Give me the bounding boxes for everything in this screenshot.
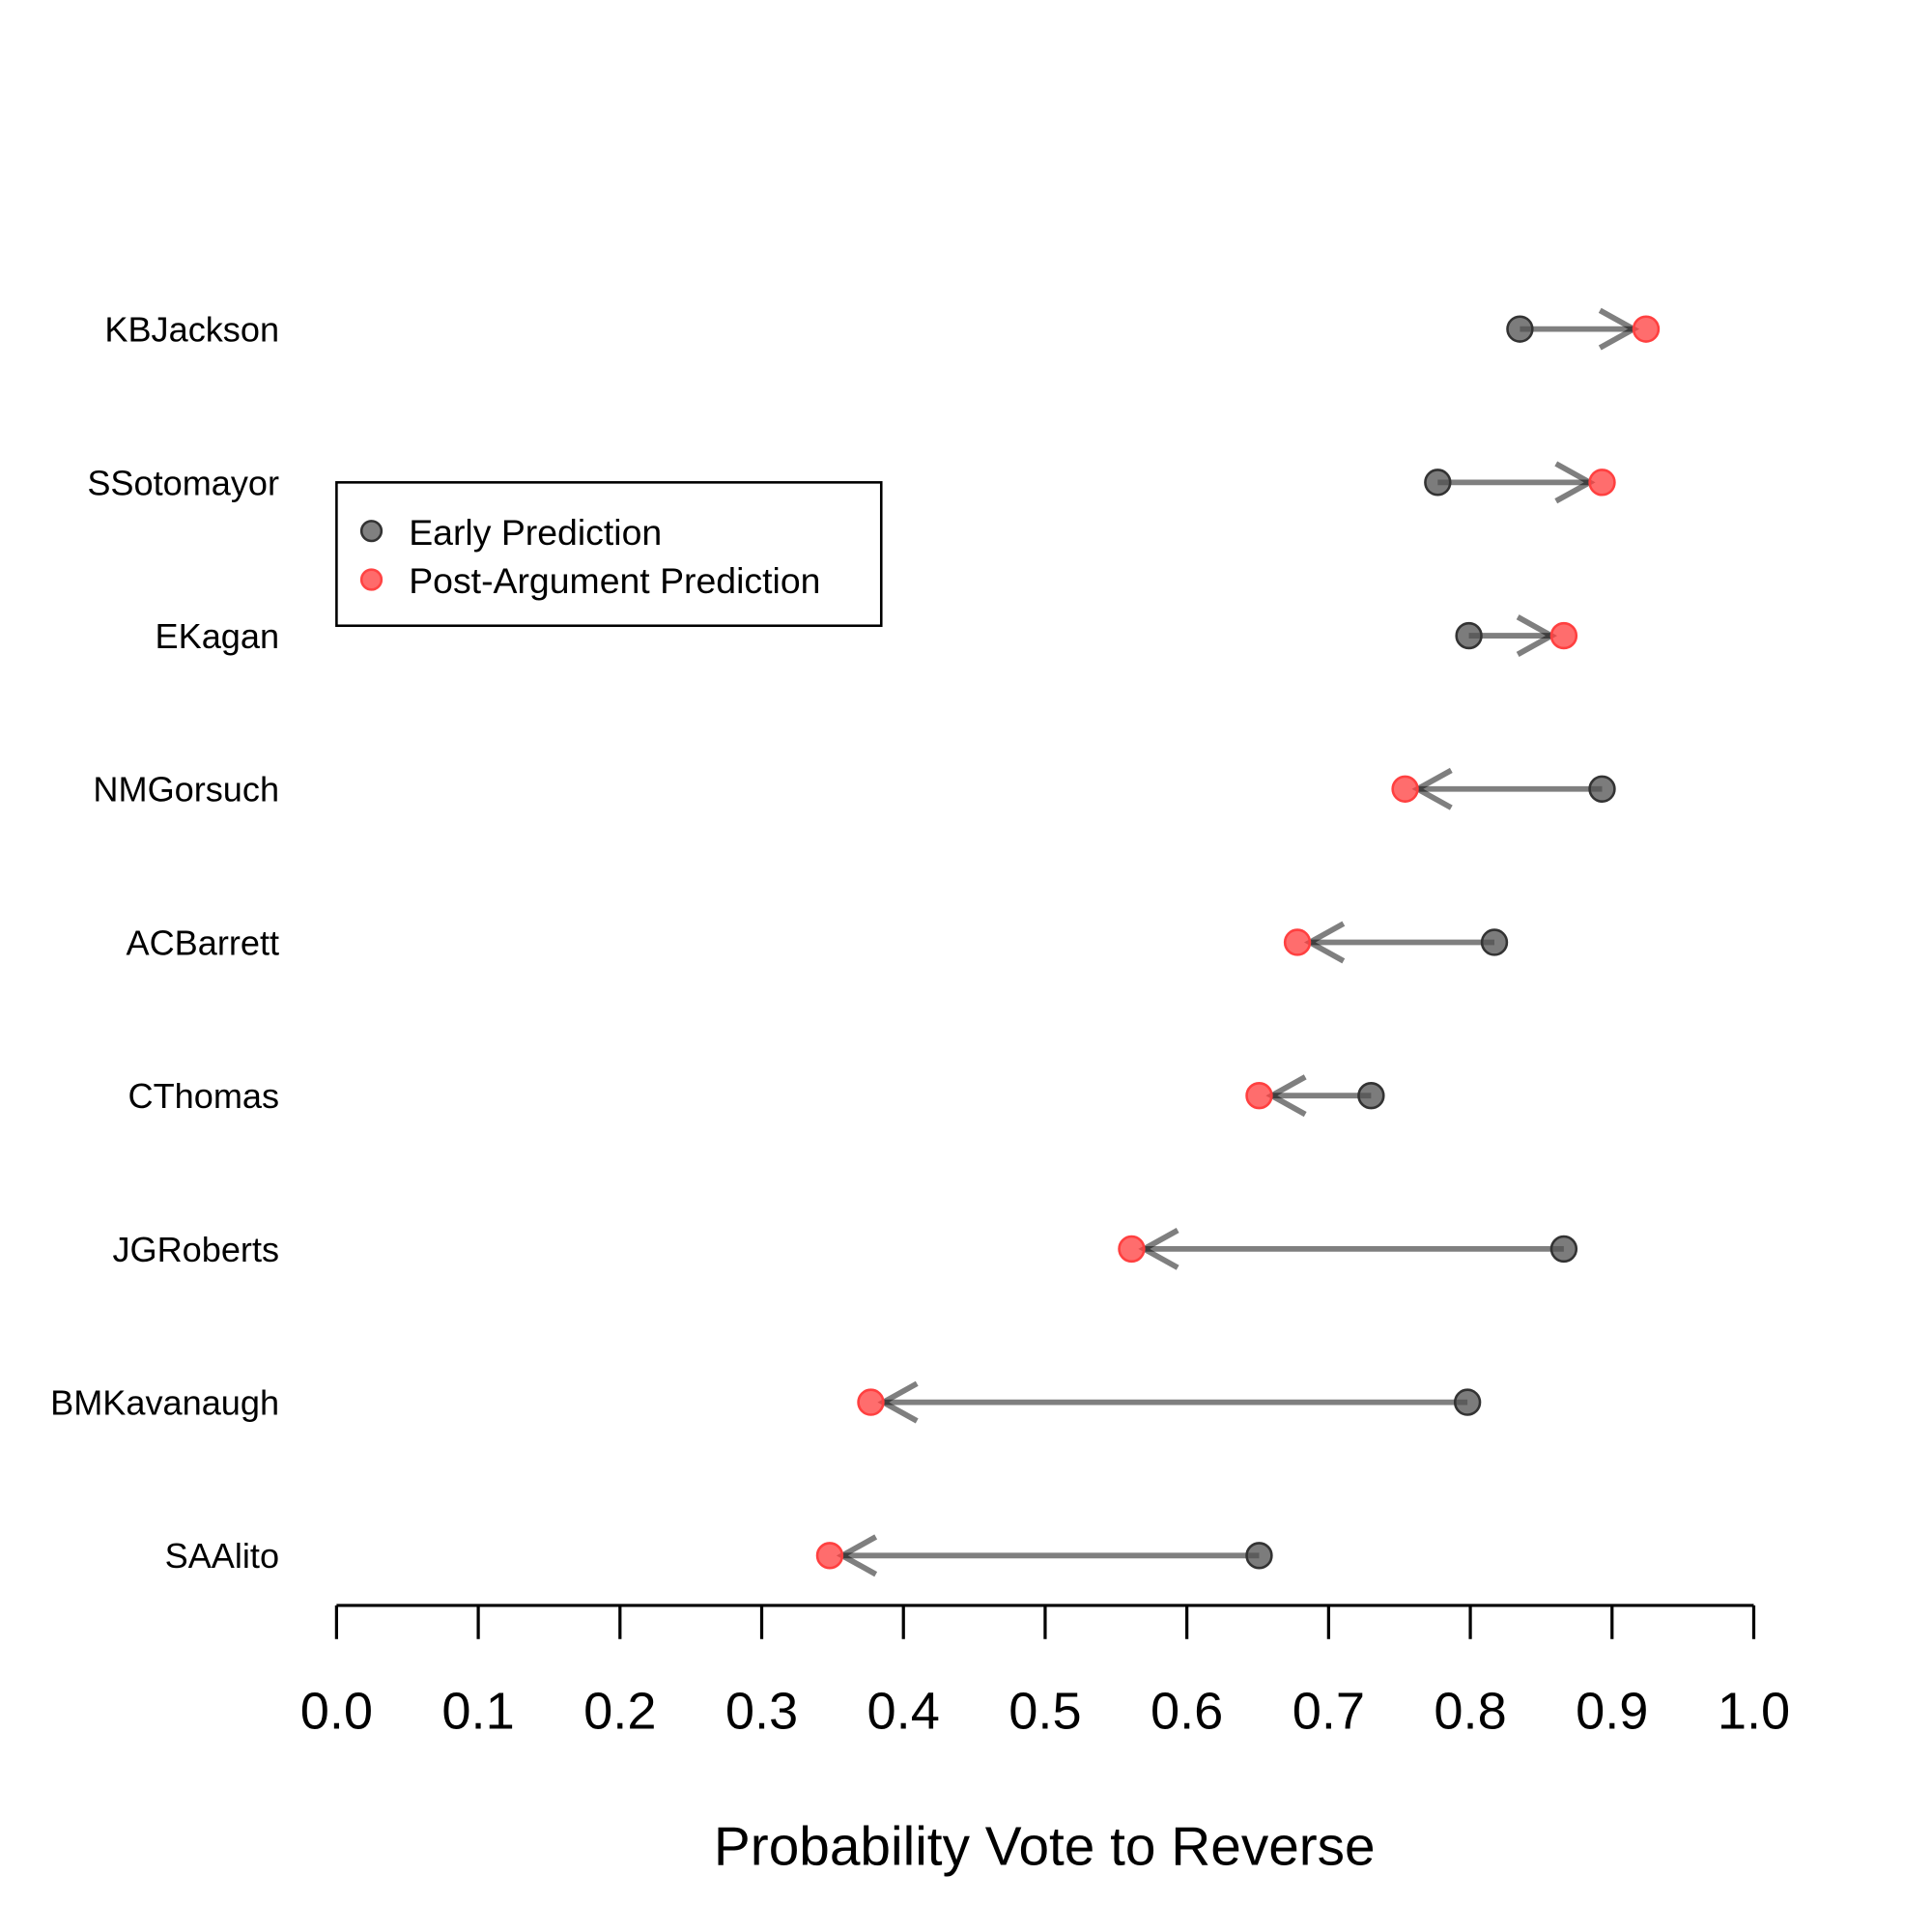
x-tick-label: 0.4 bbox=[867, 1683, 940, 1741]
y-tick-label: KBJackson bbox=[104, 310, 279, 350]
y-tick-label: SAAlito bbox=[165, 1536, 279, 1576]
y-tick-label: SSotomayor bbox=[87, 463, 279, 502]
y-tick-label: EKagan bbox=[156, 616, 279, 656]
x-tick-label: 0.8 bbox=[1434, 1683, 1506, 1741]
x-tick-label: 0.2 bbox=[583, 1683, 656, 1741]
early-point bbox=[1588, 775, 1616, 803]
early-point bbox=[1480, 928, 1509, 956]
post-point bbox=[1283, 928, 1312, 956]
y-tick-label: NMGorsuch bbox=[93, 770, 279, 810]
y-tick-label: JGRoberts bbox=[112, 1230, 279, 1269]
row-JGRoberts: JGRoberts bbox=[112, 1228, 1578, 1270]
post-point bbox=[1118, 1235, 1146, 1264]
post-point bbox=[857, 1388, 885, 1416]
post-point bbox=[1588, 469, 1616, 497]
early-point bbox=[1245, 1542, 1273, 1570]
early-point bbox=[1455, 621, 1483, 650]
x-tick-label: 1.0 bbox=[1718, 1683, 1790, 1741]
y-tick-label: BMKavanaugh bbox=[50, 1383, 279, 1423]
legend-box bbox=[335, 481, 883, 628]
row-EKagan: EKagan bbox=[156, 614, 1578, 657]
row-ACBarrett: ACBarrett bbox=[127, 921, 1509, 964]
legend-marker-post bbox=[359, 568, 384, 591]
post-point bbox=[1632, 315, 1661, 343]
x-tick-label: 0.0 bbox=[300, 1683, 373, 1741]
x-tick-label: 0.3 bbox=[725, 1683, 798, 1741]
x-tick-label: 0.6 bbox=[1151, 1683, 1223, 1741]
row-CThomas: CThomas bbox=[128, 1074, 1385, 1118]
x-axis-label: Probability Vote to Reverse bbox=[714, 1816, 1376, 1877]
y-tick-label: ACBarrett bbox=[127, 923, 280, 962]
legend-label-post: Post-Argument Prediction bbox=[409, 560, 820, 601]
row-BMKavanaugh: BMKavanaugh bbox=[50, 1380, 1482, 1424]
row-SAAlito: SAAlito bbox=[165, 1534, 1273, 1577]
post-point bbox=[815, 1542, 844, 1570]
legend-marker-early bbox=[359, 520, 384, 543]
early-point bbox=[1424, 469, 1452, 497]
post-point bbox=[1391, 775, 1419, 803]
rows: KBJackson SSotomayor EKagan NMGorsuch ACBarr… bbox=[50, 307, 1661, 1577]
row-SSotomayor: SSotomayor bbox=[87, 461, 1616, 504]
row-KBJackson: KBJackson bbox=[104, 307, 1661, 351]
y-tick-label: CThomas bbox=[128, 1076, 280, 1116]
legend-label-early: Early Prediction bbox=[409, 512, 662, 553]
row-NMGorsuch: NMGorsuch bbox=[93, 767, 1616, 810]
early-point bbox=[1506, 315, 1534, 343]
legend: Early Prediction Post-Argument Predictio… bbox=[335, 481, 883, 628]
x-tick-label: 0.1 bbox=[441, 1683, 514, 1741]
early-point bbox=[1453, 1388, 1482, 1416]
post-point bbox=[1245, 1082, 1273, 1110]
x-axis: 0.0 0.1 0.2 0.3 0.4 0.5 0.6 0.7 0.8 0.9 1.0 bbox=[300, 1604, 1790, 1741]
post-point bbox=[1549, 621, 1578, 650]
x-tick-label: 0.9 bbox=[1576, 1683, 1648, 1741]
early-point bbox=[1549, 1235, 1578, 1264]
x-tick-label: 0.7 bbox=[1293, 1683, 1365, 1741]
early-point bbox=[1357, 1082, 1385, 1110]
x-tick-label: 0.5 bbox=[1009, 1683, 1081, 1741]
